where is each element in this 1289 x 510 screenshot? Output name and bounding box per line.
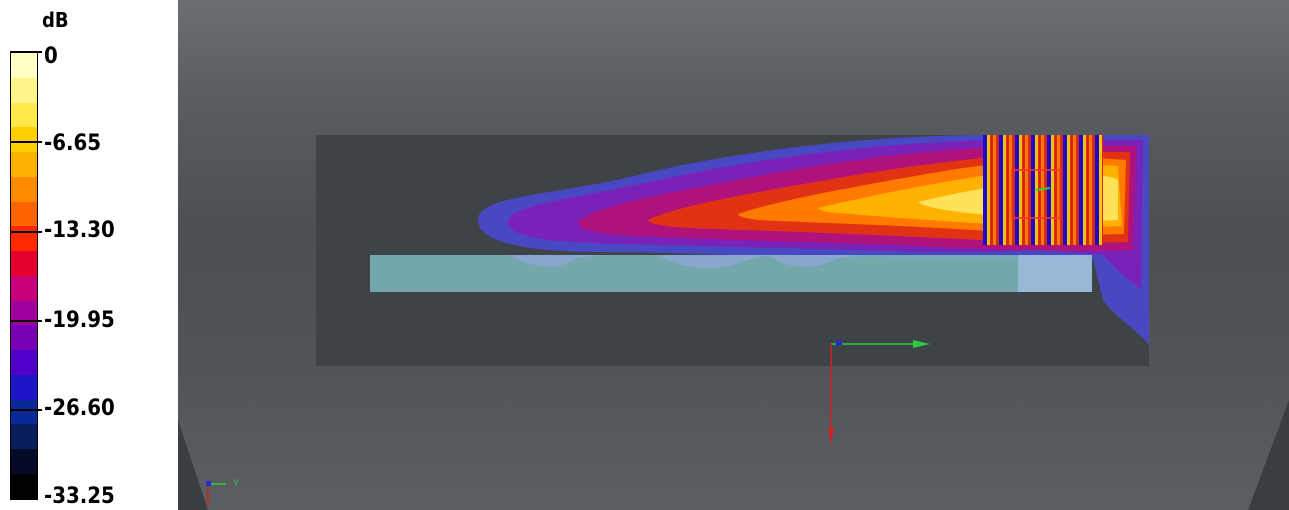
colorbar-swatch [11,152,37,177]
axis-origin [836,340,842,345]
tick-label-4: -26.60 [44,396,115,421]
scene-svg: Y [178,135,1289,510]
colorbar-swatch [11,275,37,301]
colorbar-swatch [11,77,37,103]
tick-mark [10,320,42,322]
colorbar-swatch [11,399,37,425]
tick-label-5: -33.25 [44,484,115,509]
tick-mark [10,409,42,411]
source-direction [1035,187,1051,191]
tick-mark [10,141,42,143]
colorbar [10,52,38,500]
colorbar-swatch [11,53,37,78]
colorbar-swatch [11,226,37,252]
tick-label-1: -6.65 [44,131,102,156]
tick-label-3: -19.95 [44,308,115,333]
tick-mark [10,231,42,233]
colorbar-swatch [11,127,37,153]
source-box [1011,169,1061,219]
axis-z-arrow [828,428,834,445]
legend-unit-label: dB [42,8,69,32]
3d-viewport[interactable]: Y [178,0,1289,510]
colorbar-swatch [11,350,37,375]
colorbar-swatch [11,424,37,450]
tick-label-2: -13.30 [44,218,115,243]
colorbar-swatch [11,201,37,227]
colorbar-swatch [11,176,37,202]
view-triad: Y [206,478,239,506]
colorbar-swatch [11,325,37,351]
axis-gizmo [828,340,930,445]
tick-mark [10,51,42,53]
tick-label-0: 0 [44,44,58,69]
floor-corner-right [1248,400,1289,510]
triad-y-label: Y [233,478,239,488]
colorbar-swatch [11,449,37,475]
axis-x-arrow [913,340,930,348]
colorbar-swatch [11,102,37,128]
floor-corner-left [178,420,208,510]
colorbar-swatch [11,251,37,276]
colorbar-swatch [11,474,37,499]
colorbar-legend: dB 0 -6.65 -13.30 -19.95 -26.60 -33.25 [0,0,178,510]
colorbar-swatch [11,374,37,400]
